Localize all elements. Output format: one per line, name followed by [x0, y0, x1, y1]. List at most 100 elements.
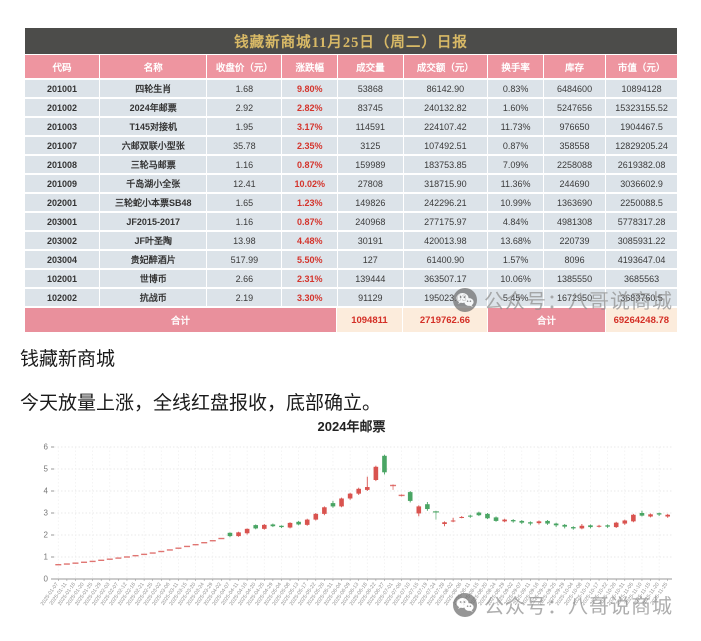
table-cell: 127 — [338, 251, 403, 268]
table-cell: 318715.90 — [403, 175, 488, 192]
table-cell: 3685563 — [606, 270, 677, 287]
table-cell: 240968 — [338, 213, 403, 230]
table-cell: 201009 — [25, 175, 100, 192]
table-cell: 15323155.52 — [606, 99, 677, 116]
table-cell: 201008 — [25, 156, 100, 173]
col-header-close: 收盘价（元） — [207, 55, 282, 78]
daily-report-table: 钱藏新商城11月25日（周二）日报 代码 名称 收盘价（元） 涨跌幅 成交量 成… — [25, 28, 677, 332]
col-header-cap: 市值（元） — [606, 55, 677, 78]
table-cell: 3.30% — [282, 289, 338, 306]
table-row: 201007 六邮双联小型张 35.78 2.35% 3125 107492.51 0.87… — [25, 137, 677, 154]
table-cell: 53868 — [338, 80, 403, 97]
col-header-rate: 换手率 — [488, 55, 543, 78]
table-cell: 976650 — [543, 118, 606, 135]
table-cell: 358558 — [543, 137, 606, 154]
commentary-title: 钱藏新商城 — [20, 349, 116, 370]
table-cell: 1672950 — [543, 289, 606, 306]
table-cell: 159989 — [338, 156, 403, 173]
table-cell: 5778317.28 — [606, 213, 677, 230]
table-row: 203002 JF叶圣陶 13.98 4.48% 30191 420013.98 13.68… — [25, 232, 677, 249]
table-cell: 107492.51 — [403, 137, 488, 154]
table-cell: 12.41 — [207, 175, 282, 192]
chart-title: 2024年邮票 — [317, 419, 386, 434]
table-body: 201001 四轮生肖 1.68 9.80% 53868 86142.90 0.83% 648… — [25, 80, 677, 306]
table-cell: 抗战币 — [100, 289, 207, 306]
table-cell: 1.65 — [207, 194, 282, 211]
table-row: 102001 世博币 2.66 2.31% 139444 363507.17 10.06% 1… — [25, 270, 677, 287]
table-cell: 201001 — [25, 80, 100, 97]
table-row: 203004 贵妃醉酒片 517.99 5.50% 127 61400.90 1.57% 80… — [25, 251, 677, 268]
svg-text:6: 6 — [44, 443, 49, 452]
table-cell: 世博币 — [100, 270, 207, 287]
table-row: 102002 抗战币 2.19 3.30% 91129 195023.03 5.45% 167… — [25, 289, 677, 306]
table-cell: 240132.82 — [403, 99, 488, 116]
table-cell: 0.87% — [282, 156, 338, 173]
col-header-volume: 成交量 — [338, 55, 403, 78]
table-cell: 2250088.5 — [606, 194, 677, 211]
table-cell: 3.17% — [282, 118, 338, 135]
col-header-code: 代码 — [25, 55, 100, 78]
table-cell: 1363690 — [543, 194, 606, 211]
table-cell: 202001 — [25, 194, 100, 211]
table-cell: 5.50% — [282, 251, 338, 268]
svg-text:5: 5 — [44, 465, 49, 474]
table-cell: JF2015-2017 — [100, 213, 207, 230]
table-cell: JF叶圣陶 — [100, 232, 207, 249]
table-cell: 3125 — [338, 137, 403, 154]
table-cell: 千岛湖小全张 — [100, 175, 207, 192]
table-cell: 420013.98 — [403, 232, 488, 249]
table-cell: 139444 — [338, 270, 403, 287]
table-cell: 517.99 — [207, 251, 282, 268]
table-cell: 1385550 — [543, 270, 606, 287]
table-cell: 203001 — [25, 213, 100, 230]
table-cell: 10894128 — [606, 80, 677, 97]
table-cell: 242296.21 — [403, 194, 488, 211]
table-cell: 2.82% — [282, 99, 338, 116]
col-header-name: 名称 — [100, 55, 207, 78]
table-cell: 102002 — [25, 289, 100, 306]
table-cell: 1.68 — [207, 80, 282, 97]
table-row: 201002 2024年邮票 2.92 2.82% 83745 240132.82 1.60… — [25, 99, 677, 116]
table-cell: 203002 — [25, 232, 100, 249]
col-header-stock: 库存 — [543, 55, 606, 78]
svg-text:2: 2 — [44, 531, 49, 540]
candlestick-plot: 01234562025-01-072025-01-112025-01-16202… — [40, 443, 672, 607]
table-row: 202001 三轮蛇小本票SB48 1.65 1.23% 149826 242296.21… — [25, 194, 677, 211]
svg-text:4: 4 — [44, 487, 49, 496]
table-cell: 2.31% — [282, 270, 338, 287]
report-title: 钱藏新商城11月25日（周二）日报 — [25, 28, 677, 54]
table-cell: 1.95 — [207, 118, 282, 135]
table-cell: 2.19 — [207, 289, 282, 306]
table-row: 203001 JF2015-2017 1.16 0.87% 240968 277175.9… — [25, 213, 677, 230]
table-cell: 1.23% — [282, 194, 338, 211]
table-cell: 2024年邮票 — [100, 99, 207, 116]
table-cell: 102001 — [25, 270, 100, 287]
commentary-block: 钱藏新商城 今天放量上涨，全线红盘报收，底部确立。 — [20, 344, 381, 415]
table-cell: 35.78 — [207, 137, 282, 154]
footer-cap-total: 69264248.78 — [605, 308, 677, 332]
table-cell: 0.87% — [488, 137, 543, 154]
table-cell: 9.80% — [282, 80, 338, 97]
table-cell: 0.87% — [282, 213, 338, 230]
svg-text:0: 0 — [44, 575, 49, 584]
table-cell: 8096 — [543, 251, 606, 268]
table-cell: 86142.90 — [403, 80, 488, 97]
table-cell: 3683760.5 — [606, 289, 677, 306]
table-cell: 61400.90 — [403, 251, 488, 268]
svg-text:3: 3 — [44, 509, 49, 518]
table-cell: 13.68% — [488, 232, 543, 249]
table-cell: 363507.17 — [403, 270, 488, 287]
table-cell: 149826 — [338, 194, 403, 211]
commentary-text: 今天放量上涨，全线红盘报收，底部确立。 — [20, 393, 382, 414]
table-cell: 3036602.9 — [606, 175, 677, 192]
table-cell: 277175.97 — [403, 213, 488, 230]
table-cell: 4193647.04 — [606, 251, 677, 268]
table-cell: 2258088 — [543, 156, 606, 173]
table-cell: 83745 — [338, 99, 403, 116]
table-cell: 114591 — [338, 118, 403, 135]
table-cell: 贵妃醉酒片 — [100, 251, 207, 268]
footer-sum-label: 合计 — [25, 308, 337, 332]
table-cell: 三轮马邮票 — [100, 156, 207, 173]
table-footer-row: 合计 1094811 2719762.66 合计 69264248.78 — [25, 308, 677, 332]
